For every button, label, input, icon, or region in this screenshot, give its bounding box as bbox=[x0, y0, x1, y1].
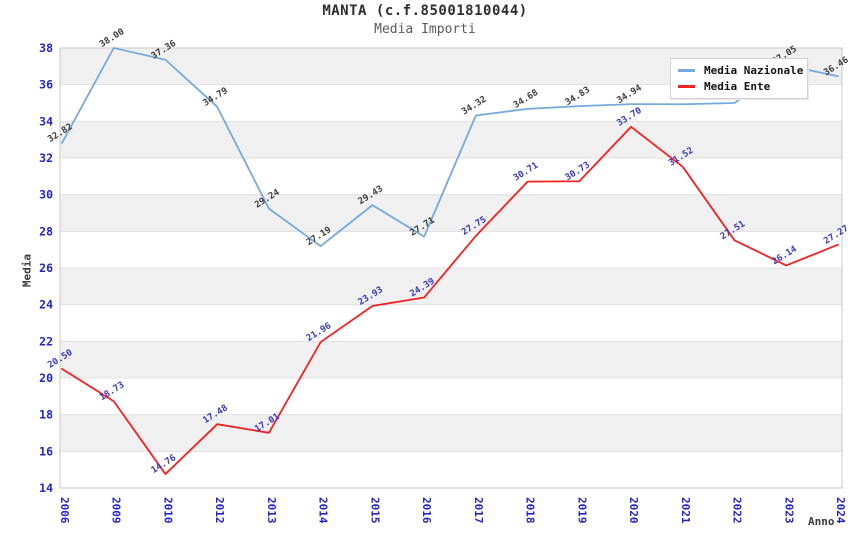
x-tick-label: 2014 bbox=[317, 497, 330, 524]
chart-title: MANTA (c.f.85001810044) bbox=[322, 3, 528, 19]
y-tick-label: 30 bbox=[39, 188, 53, 202]
x-axis-title: Anno bbox=[808, 515, 835, 528]
x-tick-label: 2020 bbox=[627, 497, 640, 524]
ente-line-swatch bbox=[678, 85, 695, 88]
y-tick-label: 24 bbox=[39, 298, 53, 312]
point-label: 21.96 bbox=[305, 321, 333, 344]
x-tick-label: 2006 bbox=[58, 497, 71, 524]
x-tick-label: 2024 bbox=[834, 497, 847, 524]
x-tick-label: 2009 bbox=[110, 497, 123, 524]
point-label: 34.94 bbox=[615, 83, 644, 106]
x-tick-label: 2018 bbox=[524, 497, 537, 524]
y-tick-label: 34 bbox=[39, 114, 53, 128]
series-line-media-ente bbox=[61, 125, 839, 475]
legend-item-media-nazionale: Media Nazionale bbox=[671, 64, 807, 77]
x-tick-label: 2016 bbox=[420, 497, 433, 524]
x-tick-label: 2023 bbox=[782, 497, 795, 524]
y-tick-label: 18 bbox=[39, 408, 53, 422]
legend-label-ente: Media Ente bbox=[704, 80, 771, 93]
point-label: 30.71 bbox=[512, 161, 540, 184]
y-tick-label: 38 bbox=[39, 41, 53, 55]
plot-frame bbox=[59, 47, 843, 489]
plot-band bbox=[60, 194, 842, 232]
legend: Media Nazionale Media Ente bbox=[670, 58, 808, 99]
x-tick-label: 2021 bbox=[679, 497, 692, 524]
plot-band bbox=[60, 268, 842, 305]
plot-band bbox=[60, 341, 842, 378]
y-tick-label: 36 bbox=[39, 78, 53, 92]
x-tick-label: 2013 bbox=[265, 497, 278, 524]
y-tick-label: 16 bbox=[39, 444, 53, 458]
y-tick-label: 26 bbox=[39, 261, 53, 275]
y-tick-label: 20 bbox=[39, 371, 53, 385]
point-label: 34.68 bbox=[512, 88, 540, 111]
y-tick-label: 28 bbox=[39, 224, 53, 238]
y-axis-title: Media bbox=[20, 253, 34, 288]
x-tick-label: 2017 bbox=[472, 497, 485, 524]
legend-label-nazionale: Media Nazionale bbox=[704, 64, 804, 77]
plot-band bbox=[60, 414, 842, 452]
point-label: 34.83 bbox=[564, 85, 592, 108]
plot-band bbox=[60, 121, 842, 158]
y-tick-label: 22 bbox=[39, 334, 53, 348]
x-tick-label: 2015 bbox=[368, 497, 381, 524]
x-tick-label: 2022 bbox=[731, 497, 744, 524]
nazionale-line-swatch bbox=[678, 69, 695, 72]
chart-subtitle: Media Importi bbox=[374, 22, 476, 37]
series-line-media-nazionale bbox=[61, 47, 839, 248]
x-tick-label: 2012 bbox=[213, 497, 226, 524]
point-label: 38.00 bbox=[98, 27, 126, 50]
y-tick-label: 14 bbox=[39, 481, 53, 495]
x-tick-label: 2019 bbox=[575, 497, 588, 524]
y-tick-label: 32 bbox=[39, 151, 53, 165]
x-tick-label: 2010 bbox=[161, 497, 174, 524]
legend-item-media-ente: Media Ente bbox=[671, 80, 807, 93]
